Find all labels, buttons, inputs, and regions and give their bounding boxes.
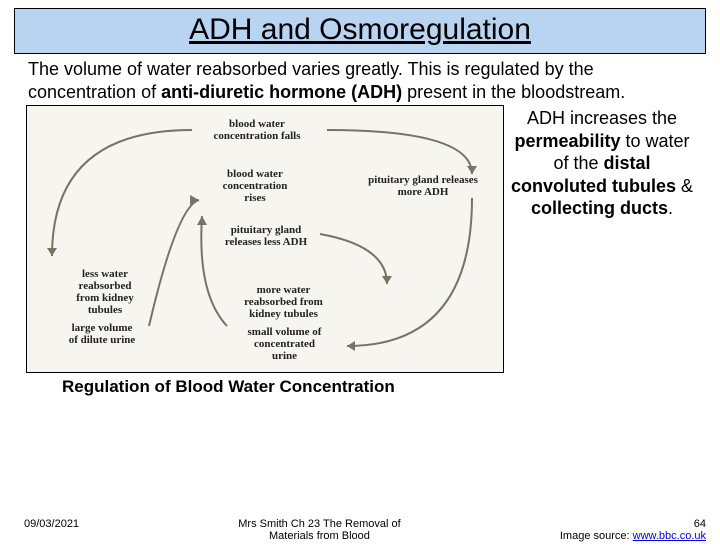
diagram-node-n_lessWater: less waterreabsorbedfrom kidneytubules (55, 268, 155, 316)
diagram-node-n_dilute: large volumeof dilute urine (47, 322, 157, 346)
footer-right: 64 Image source: www.bbc.co.uk (560, 518, 706, 542)
diagram-node-n_moreADH: pituitary gland releasesmore ADH (357, 174, 489, 198)
diagram-node-n_falls: blood waterconcentration falls (197, 118, 317, 142)
side-explanation: ADH increases the permeability to water … (504, 105, 700, 373)
diagram-node-n_moreWater: more waterreabsorbed fromkidney tubules (231, 284, 336, 320)
side-l3: & (676, 176, 693, 196)
footer-page: 64 (694, 518, 706, 530)
side-l1: ADH increases the (527, 108, 677, 128)
title-banner: ADH and Osmoregulation (14, 8, 706, 54)
intro-paragraph: The volume of water reabsorbed varies gr… (28, 58, 700, 103)
side-b1: permeability (514, 131, 620, 151)
footer-center: Mrs Smith Ch 23 The Removal ofMaterials … (79, 518, 560, 542)
intro-post: present in the bloodstream. (402, 82, 625, 102)
page-title: ADH and Osmoregulation (189, 13, 531, 46)
footer-source-link[interactable]: www.bbc.co.uk (633, 530, 706, 542)
intro-bold: anti-diuretic hormone (ADH) (161, 82, 402, 102)
footer-date: 09/03/2021 (24, 518, 79, 530)
footer-source-label: Image source: (560, 530, 633, 542)
side-b3: collecting ducts (531, 198, 668, 218)
footer: 09/03/2021 Mrs Smith Ch 23 The Removal o… (0, 518, 720, 542)
diagram-node-n_conc: small volume ofconcentratedurine (227, 326, 342, 362)
feedback-diagram: blood waterconcentration falls blood wate… (26, 105, 504, 373)
diagram-node-n_lessADH: pituitary glandreleases less ADH (211, 224, 321, 248)
side-l4: . (668, 198, 673, 218)
diagram-caption: Regulation of Blood Water Concentration (62, 377, 720, 397)
diagram-node-n_rises: blood waterconcentrationrises (195, 168, 315, 204)
diagram-row: blood waterconcentration falls blood wate… (26, 105, 720, 373)
